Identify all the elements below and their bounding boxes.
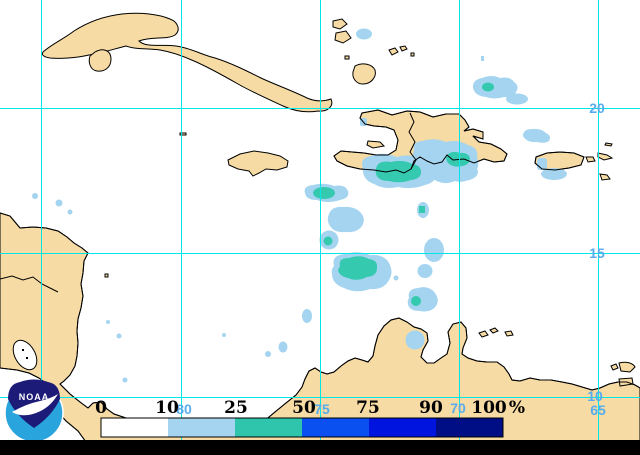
haiti-dr-border <box>408 112 417 170</box>
legend-tick-10: 10 <box>155 398 179 418</box>
legend-segment-50-75 <box>302 418 369 437</box>
precip-prob-25-50-group <box>313 82 494 306</box>
precip-blob <box>446 163 478 181</box>
abc-island <box>478 330 489 338</box>
precip-blob <box>523 128 550 143</box>
cayman-island <box>179 132 187 136</box>
lake-islet <box>22 349 24 351</box>
logo-label: NOAA <box>19 392 50 402</box>
legend-tick-0: 0 <box>95 398 107 418</box>
legend-segment-75-90 <box>369 418 436 437</box>
precip-speck <box>265 351 271 357</box>
legend-unit-percent: % <box>509 398 525 418</box>
precip-speck <box>55 199 63 207</box>
landmass-group <box>0 12 640 443</box>
legend-tick-75: 75 <box>356 398 380 418</box>
lon-label-80: 80 <box>176 401 192 417</box>
jamaica-island <box>227 150 289 177</box>
lat-label-20: 20 <box>589 100 605 116</box>
precip-speck <box>393 275 399 281</box>
precip-blob <box>417 264 433 278</box>
abc-island <box>504 330 514 337</box>
precip-blob <box>541 168 567 180</box>
precip-blob <box>424 238 444 262</box>
abc-island <box>489 327 499 334</box>
precip-blob <box>537 158 547 170</box>
probability-legend: 0 10 25 50 75 90 100 % <box>95 398 525 438</box>
lon-label-75: 75 <box>314 401 330 417</box>
lesser-antilles-island <box>599 173 611 181</box>
precip-speck <box>106 320 110 324</box>
great-inagua-island <box>352 63 376 85</box>
precip-speck <box>67 209 73 215</box>
lat-label-10: 10 <box>587 388 603 404</box>
status-bar: 23 OCT 25296 12:00 MELISSA:18-24HR PROB … <box>0 440 640 455</box>
virgin-islands <box>585 156 596 163</box>
precip-blob <box>481 56 484 61</box>
caicos-island <box>399 45 408 52</box>
honduras-nicaragua-border <box>0 275 59 293</box>
precip-teal-blob <box>338 256 378 280</box>
turks-island <box>410 52 415 57</box>
grid-labels: 20 15 10 80 75 70 65 <box>176 100 606 418</box>
precip-teal-blob <box>313 187 335 199</box>
seagull-icon <box>12 394 58 416</box>
precip-teal-blob <box>323 236 333 246</box>
lat-label-15: 15 <box>589 245 605 261</box>
legend-segment-10-25 <box>168 418 235 437</box>
latlon-grid <box>0 0 640 440</box>
precip-speck <box>116 333 122 339</box>
precip-teal-blob <box>375 160 421 183</box>
noaa-logo: NOAA <box>4 379 64 443</box>
isla-juventud-island <box>88 49 112 72</box>
coastline-overlay-group <box>0 109 640 443</box>
lake-islet <box>26 357 28 359</box>
lon-label-65: 65 <box>590 402 606 418</box>
legend-tick-25: 25 <box>224 398 248 418</box>
legend-bar-outline <box>100 417 504 438</box>
precip-blob <box>356 28 372 40</box>
precip-blob <box>327 206 364 233</box>
precip-speck <box>302 309 312 323</box>
legend-segment-90-100 <box>436 418 503 437</box>
precip-blob <box>506 93 528 105</box>
legend-tick-50: 50 <box>292 398 316 418</box>
precip-speck <box>278 341 288 353</box>
margarita-island <box>610 363 619 371</box>
san-andres-island <box>104 273 109 278</box>
legend-segment-0-10 <box>101 418 168 437</box>
bahamas-island <box>334 30 352 44</box>
bahamas-island <box>332 18 348 30</box>
cay-island <box>344 55 350 60</box>
precip-teal-blob <box>419 206 425 213</box>
gonave-island <box>366 140 386 149</box>
caicos-island <box>388 47 399 56</box>
legend-tick-100: 100 <box>471 398 507 418</box>
precip-blob <box>472 76 518 99</box>
lake-nicaragua <box>12 339 38 371</box>
lesser-antilles-island <box>604 142 613 147</box>
legend-tick-90: 90 <box>419 398 443 418</box>
legend-segment-25-50 <box>235 418 302 437</box>
precip-blob <box>405 330 425 350</box>
lon-label-70: 70 <box>450 400 466 416</box>
precip-speck <box>32 193 38 199</box>
margarita-island <box>618 361 636 373</box>
precip-teal-blob <box>482 82 494 92</box>
precip-speck <box>122 377 128 383</box>
precip-teal-blob <box>411 296 421 306</box>
precip-speck <box>222 333 226 337</box>
